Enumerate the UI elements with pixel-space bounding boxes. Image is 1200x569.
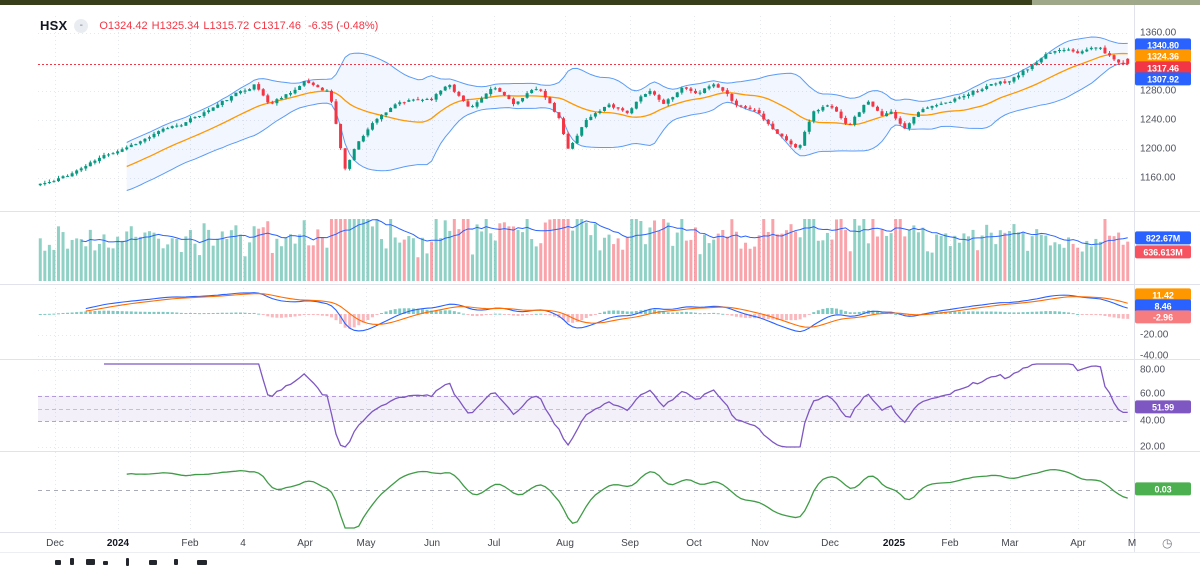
macd-signal-badge: 8.46 [1135,299,1191,313]
cropped-glyph [55,560,61,565]
cropped-glyph [86,559,95,565]
time-tick: Jun [423,538,441,549]
top-edge-bar-right [1032,0,1200,5]
bb-basis-badge: 1324.36 [1135,49,1191,63]
rsi-axis-tick: 80.00 [1140,364,1166,376]
change-readout: -6.35 (-0.48%) [308,19,379,32]
top-edge-bar-left [0,0,1032,5]
time-tick: Aug [556,538,574,549]
vol-current-badge: 636.613M [1135,245,1191,259]
time-tick: 4 [240,538,246,549]
ohlc-value: 1317.46 [261,19,301,32]
cropped-glyph [126,558,129,566]
macd-axis-tick: -20.00 [1140,329,1169,341]
symbol-legend: HSX - O1324.42 H1325.34 L1315.72 C1317.46 -… [40,18,378,33]
rsi-value-badge: 51.99 [1135,400,1191,414]
osc-value-badge: 0.03 [1135,482,1191,496]
bb-lower-badge: 1307.92 [1135,72,1191,86]
ohlc-key: O [99,19,108,32]
rsi-axis-tick: 60.00 [1140,388,1166,400]
rsi-axis-tick: 20.00 [1140,441,1166,453]
price-axis-tick: 1200.00 [1140,143,1177,155]
macd-value-badge: 11.42 [1135,288,1191,302]
clock-icon[interactable]: ◷ [1162,536,1173,550]
ohlc-readout: O1324.42 H1325.34 L1315.72 C1317.46 [95,20,301,32]
ohlc-value: 1315.72 [209,19,250,32]
time-tick: Sep [621,538,639,549]
cropped-glyph [174,559,178,565]
time-tick: Dec [46,538,64,549]
time-tick: 2024 [106,538,130,549]
cropped-glyph [149,560,157,565]
time-tick: Apr [1070,538,1086,549]
close-price-badge: 1317.46 [1135,61,1191,75]
bb-upper-badge: 1340.80 [1135,38,1191,52]
price-axis-tick: 1160.00 [1140,172,1176,184]
ohlc-key: H [151,19,160,32]
price-axis-tick: 1280.00 [1140,85,1177,97]
price-axis-tick: 1240.00 [1140,114,1177,126]
ohlc-key: C [253,19,262,32]
time-tick: Nov [751,538,769,549]
time-tick: Jul [487,538,501,549]
time-tick: Feb [181,538,199,549]
time-tick: M [1127,538,1137,549]
ohlc-value: 1325.34 [159,19,200,32]
macd-hist-badge: -2.96 [1135,310,1191,324]
cropped-glyph [197,560,207,565]
symbol-name[interactable]: HSX [40,18,68,33]
vol-ma-badge: 822.67M [1135,231,1191,245]
cropped-glyph [70,558,74,565]
time-tick: Dec [821,538,839,549]
price-axis-tick: 1360.00 [1140,27,1177,39]
macd-axis-tick: -40.00 [1140,350,1169,362]
rsi-axis-tick: 40.00 [1140,415,1166,427]
time-tick: 2025 [882,538,906,549]
ohlc-key: L [203,19,210,32]
time-tick: Apr [297,538,313,549]
time-tick: Oct [686,538,702,549]
time-tick: May [356,538,376,549]
ohlc-value: 1324.42 [107,19,148,32]
collapse-legend-button[interactable]: - [74,18,89,33]
time-tick: Mar [1001,538,1019,549]
time-tick: Feb [941,538,959,549]
cropped-glyph [103,561,108,565]
